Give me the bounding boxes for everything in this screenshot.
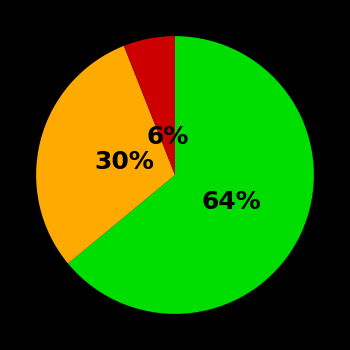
Wedge shape: [68, 36, 314, 314]
Wedge shape: [36, 46, 175, 264]
Text: 6%: 6%: [147, 125, 189, 149]
Wedge shape: [124, 36, 175, 175]
Text: 30%: 30%: [94, 150, 154, 174]
Text: 64%: 64%: [202, 190, 261, 214]
